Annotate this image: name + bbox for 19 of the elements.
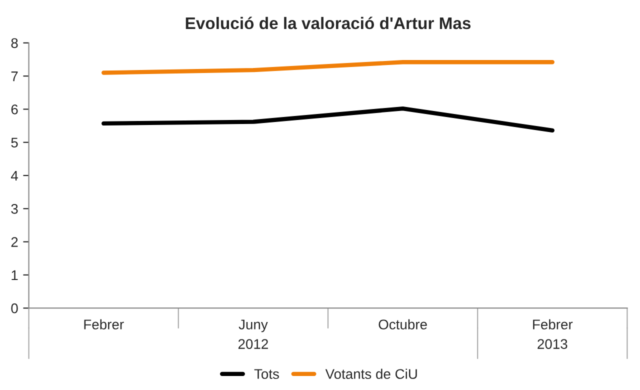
y-tick-label: 7 [11,72,18,82]
y-tick-label: 8 [11,38,18,48]
x-tick-label: Octubre [378,319,427,330]
y-tick-label: 4 [10,170,18,181]
text: 2012 [238,339,268,349]
x-tick-label: Febrer [533,319,573,330]
y-tick-label: 2 [11,237,18,247]
chart-title: Evolució de la valoració d'Artur Mas [186,16,471,30]
y-tick-label: 1 [12,270,18,280]
y-tick-label: 0 [11,303,18,314]
y-tick-label: 6 [11,104,18,114]
y-tick-label: 5 [11,138,18,148]
line-series [102,106,554,132]
y-tick-label: 3 [11,204,18,214]
text: 2013 [538,339,568,349]
x-tick-label: Febrer [84,319,124,330]
x-tick-label: Juny [238,320,268,332]
legend-label: Votants de CiU [325,368,417,379]
legend-label: Tots [254,369,279,379]
